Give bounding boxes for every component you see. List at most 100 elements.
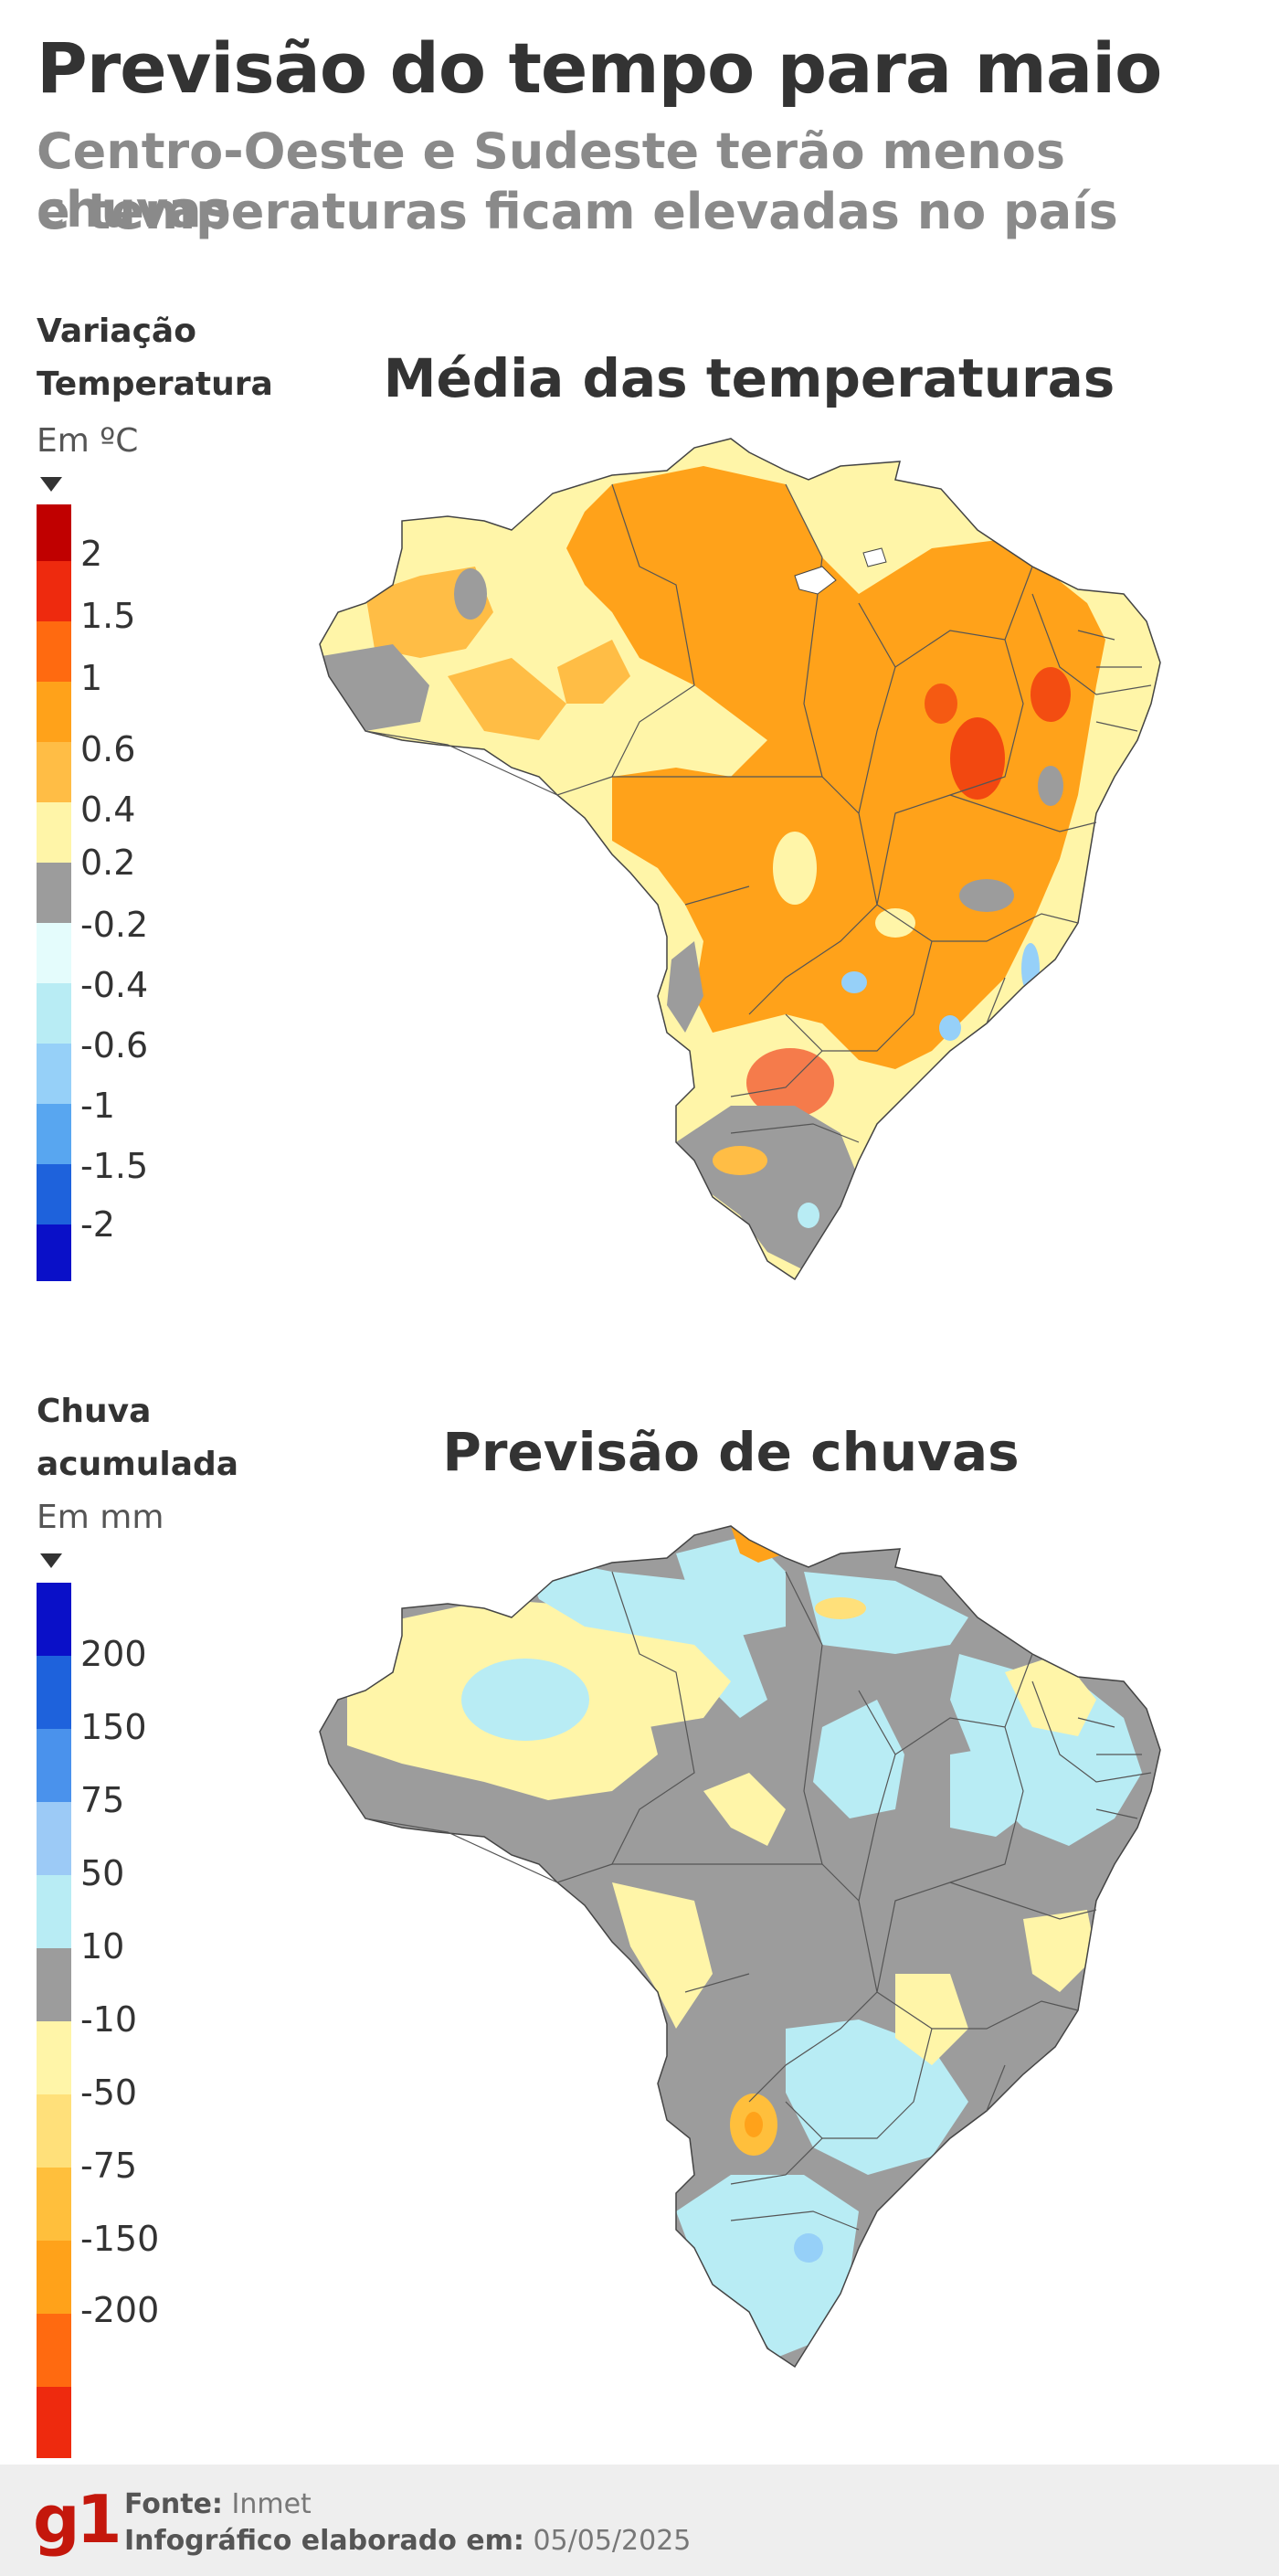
temperature-marajo-islands bbox=[794, 547, 887, 595]
state-border bbox=[684, 885, 750, 906]
temperature-field-acre bbox=[448, 658, 566, 740]
rain-field-west-dry bbox=[612, 1882, 713, 2029]
temperature-tick-label: 0.2 bbox=[80, 843, 136, 883]
rain-field-para-wet bbox=[804, 1572, 968, 1654]
temperature-map-outline bbox=[319, 438, 1161, 1281]
temperature-fields bbox=[320, 439, 1160, 1279]
temperature-legend-title-line-1: Variação bbox=[37, 313, 196, 350]
subtitle-line-2: e temperaturas ficam elevadas no país bbox=[37, 183, 1118, 240]
state-border bbox=[894, 566, 1033, 668]
temperature-legend-unit: Em ºC bbox=[37, 422, 139, 460]
rain-tick-label: -10 bbox=[80, 1999, 138, 2040]
temperature-swatch-neg-0-4 bbox=[37, 923, 71, 983]
rain-colorbar bbox=[37, 1583, 71, 2458]
temperature-spot-south-cool bbox=[798, 1203, 819, 1228]
rain-state-borders bbox=[365, 1571, 1152, 2231]
rain-spot-amazon-wet bbox=[461, 1659, 589, 1741]
rain-map bbox=[319, 1525, 1161, 2369]
rain-map-title: Previsão de chuvas bbox=[442, 1421, 1020, 1483]
state-border bbox=[611, 1571, 822, 1865]
state-border bbox=[730, 1050, 823, 1097]
rain-swatch-50 bbox=[37, 1875, 71, 1948]
temperature-swatch-neg-0-6 bbox=[37, 983, 71, 1044]
state-border bbox=[949, 794, 1097, 832]
state-border bbox=[858, 1690, 896, 1902]
temperature-field-amazon bbox=[557, 640, 630, 704]
rain-swatch-neg-10 bbox=[37, 2021, 71, 2094]
page-title: Previsão do tempo para maio bbox=[37, 27, 1162, 109]
temperature-field-warm bbox=[566, 466, 1105, 1069]
temperature-spot-mild-1 bbox=[773, 832, 817, 905]
rain-swatch-150 bbox=[37, 1729, 71, 1802]
state-border bbox=[1077, 630, 1142, 732]
state-border bbox=[365, 730, 613, 796]
state-border bbox=[876, 904, 1079, 942]
rain-swatch-200 bbox=[37, 1656, 71, 1729]
temperature-field-southwest bbox=[667, 941, 703, 1033]
source-value: Inmet bbox=[231, 2488, 312, 2520]
temperature-tick-label: -1 bbox=[80, 1086, 115, 1126]
temperature-map-title: Média das temperaturas bbox=[383, 347, 1115, 409]
temperature-state-borders bbox=[365, 483, 1152, 1143]
temperature-spot-grey-2 bbox=[1038, 766, 1063, 806]
temperature-swatch-neg-2 bbox=[37, 1164, 71, 1224]
temperature-swatch-1 bbox=[37, 621, 71, 682]
rain-swatch-neg-150 bbox=[37, 2241, 71, 2314]
temperature-spot-hot-2 bbox=[1031, 667, 1071, 722]
temperature-swatch-0-2 bbox=[37, 802, 71, 863]
state-border bbox=[785, 1571, 823, 1646]
state-border bbox=[1031, 1680, 1152, 1783]
temperature-tick-label: -0.4 bbox=[80, 965, 149, 1005]
rain-fields bbox=[320, 1526, 1160, 2367]
temperature-spot-cool-2 bbox=[841, 971, 867, 993]
rain-spot-parana-core bbox=[745, 2112, 763, 2137]
rain-tick-label: -50 bbox=[80, 2072, 138, 2113]
rain-field-central-dry-2 bbox=[703, 1773, 786, 1846]
rain-spot-south-core bbox=[794, 2233, 823, 2263]
rain-swatch-max bbox=[37, 1583, 71, 1656]
temperature-spot-hot-1 bbox=[950, 717, 1005, 800]
temperature-swatch-min bbox=[37, 1224, 71, 1281]
state-border bbox=[730, 2137, 823, 2185]
state-border bbox=[803, 557, 823, 778]
rain-field-tocantins-wet bbox=[813, 1700, 904, 1818]
state-border bbox=[894, 1653, 1033, 1755]
state-border bbox=[876, 639, 1024, 906]
temperature-swatch-0-4 bbox=[37, 742, 71, 802]
rain-field-central-dry-1 bbox=[585, 1627, 731, 1727]
rain-tick-label: 200 bbox=[80, 1634, 147, 1674]
state-border bbox=[858, 602, 896, 814]
state-border bbox=[1031, 593, 1152, 695]
rain-legend-arrow-icon bbox=[40, 1553, 62, 1568]
temperature-spot-hot-3 bbox=[925, 684, 957, 724]
rain-swatch-neg-75 bbox=[37, 2168, 71, 2241]
state-border bbox=[986, 977, 1006, 1024]
rain-tick-label: -75 bbox=[80, 2146, 138, 2186]
state-border bbox=[1077, 1717, 1142, 1819]
state-border bbox=[876, 1991, 1079, 2030]
subtitle-line-1: Centro-Oeste e Sudeste terão menos chuva… bbox=[37, 122, 1065, 239]
rain-tick-label: 10 bbox=[80, 1926, 125, 1966]
temperature-tick-label: 0.6 bbox=[80, 729, 136, 769]
rain-legend-unit: Em mm bbox=[37, 1499, 164, 1536]
temperature-tick-label: 0.4 bbox=[80, 790, 136, 830]
g1-logo: g1 bbox=[33, 2481, 122, 2558]
date-label: Infográfico elaborado em: bbox=[124, 2525, 524, 2557]
temperature-tick-label: 2 bbox=[80, 534, 103, 574]
state-border bbox=[949, 1882, 1097, 1920]
state-border bbox=[611, 483, 822, 778]
state-border bbox=[748, 776, 878, 1015]
rain-tick-label: 150 bbox=[80, 1707, 147, 1747]
rain-swatch-min bbox=[37, 2387, 71, 2458]
state-border bbox=[730, 2210, 860, 2231]
temperature-tick-label: -1.5 bbox=[80, 1146, 149, 1186]
state-border bbox=[785, 483, 823, 558]
state-border bbox=[803, 1644, 823, 1865]
state-border bbox=[986, 2064, 1006, 2112]
island bbox=[862, 547, 887, 567]
state-border bbox=[876, 1726, 1024, 1993]
source-line: Fonte: Inmet bbox=[124, 2488, 312, 2520]
temperature-tick-label: -0.2 bbox=[80, 905, 149, 945]
temperature-tick-label: -0.6 bbox=[80, 1025, 149, 1065]
temperature-swatch-2 bbox=[37, 504, 71, 561]
